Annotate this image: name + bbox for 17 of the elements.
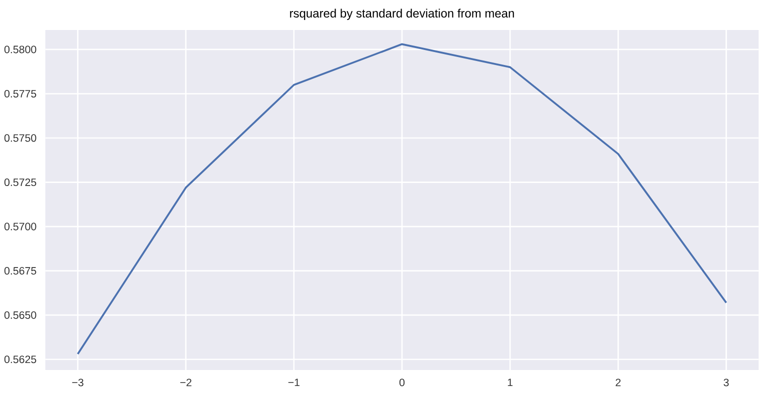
x-tick-label: 2 (616, 378, 621, 386)
chart-title: rsquared by standard deviation from mean (290, 8, 514, 20)
y-tick-label: 0.5700 (4, 222, 36, 230)
y-tick-label: 0.5675 (4, 267, 36, 275)
x-tick-label: −1 (288, 378, 300, 386)
y-tick-label: 0.5625 (4, 356, 36, 364)
y-tick-label: 0.5650 (4, 311, 36, 319)
y-tick-label: 0.5725 (4, 178, 36, 186)
x-tick-label: −2 (180, 378, 192, 386)
line-series (76, 43, 728, 355)
y-tick-label: 0.5750 (4, 134, 36, 142)
y-tick-label: 0.5800 (4, 46, 36, 54)
x-tick-label: −3 (72, 378, 84, 386)
x-tick-label: 0 (399, 378, 405, 386)
x-tick-label: 1 (508, 378, 513, 386)
y-tick-label: 0.5775 (4, 90, 36, 98)
x-tick-label: 3 (724, 378, 729, 386)
